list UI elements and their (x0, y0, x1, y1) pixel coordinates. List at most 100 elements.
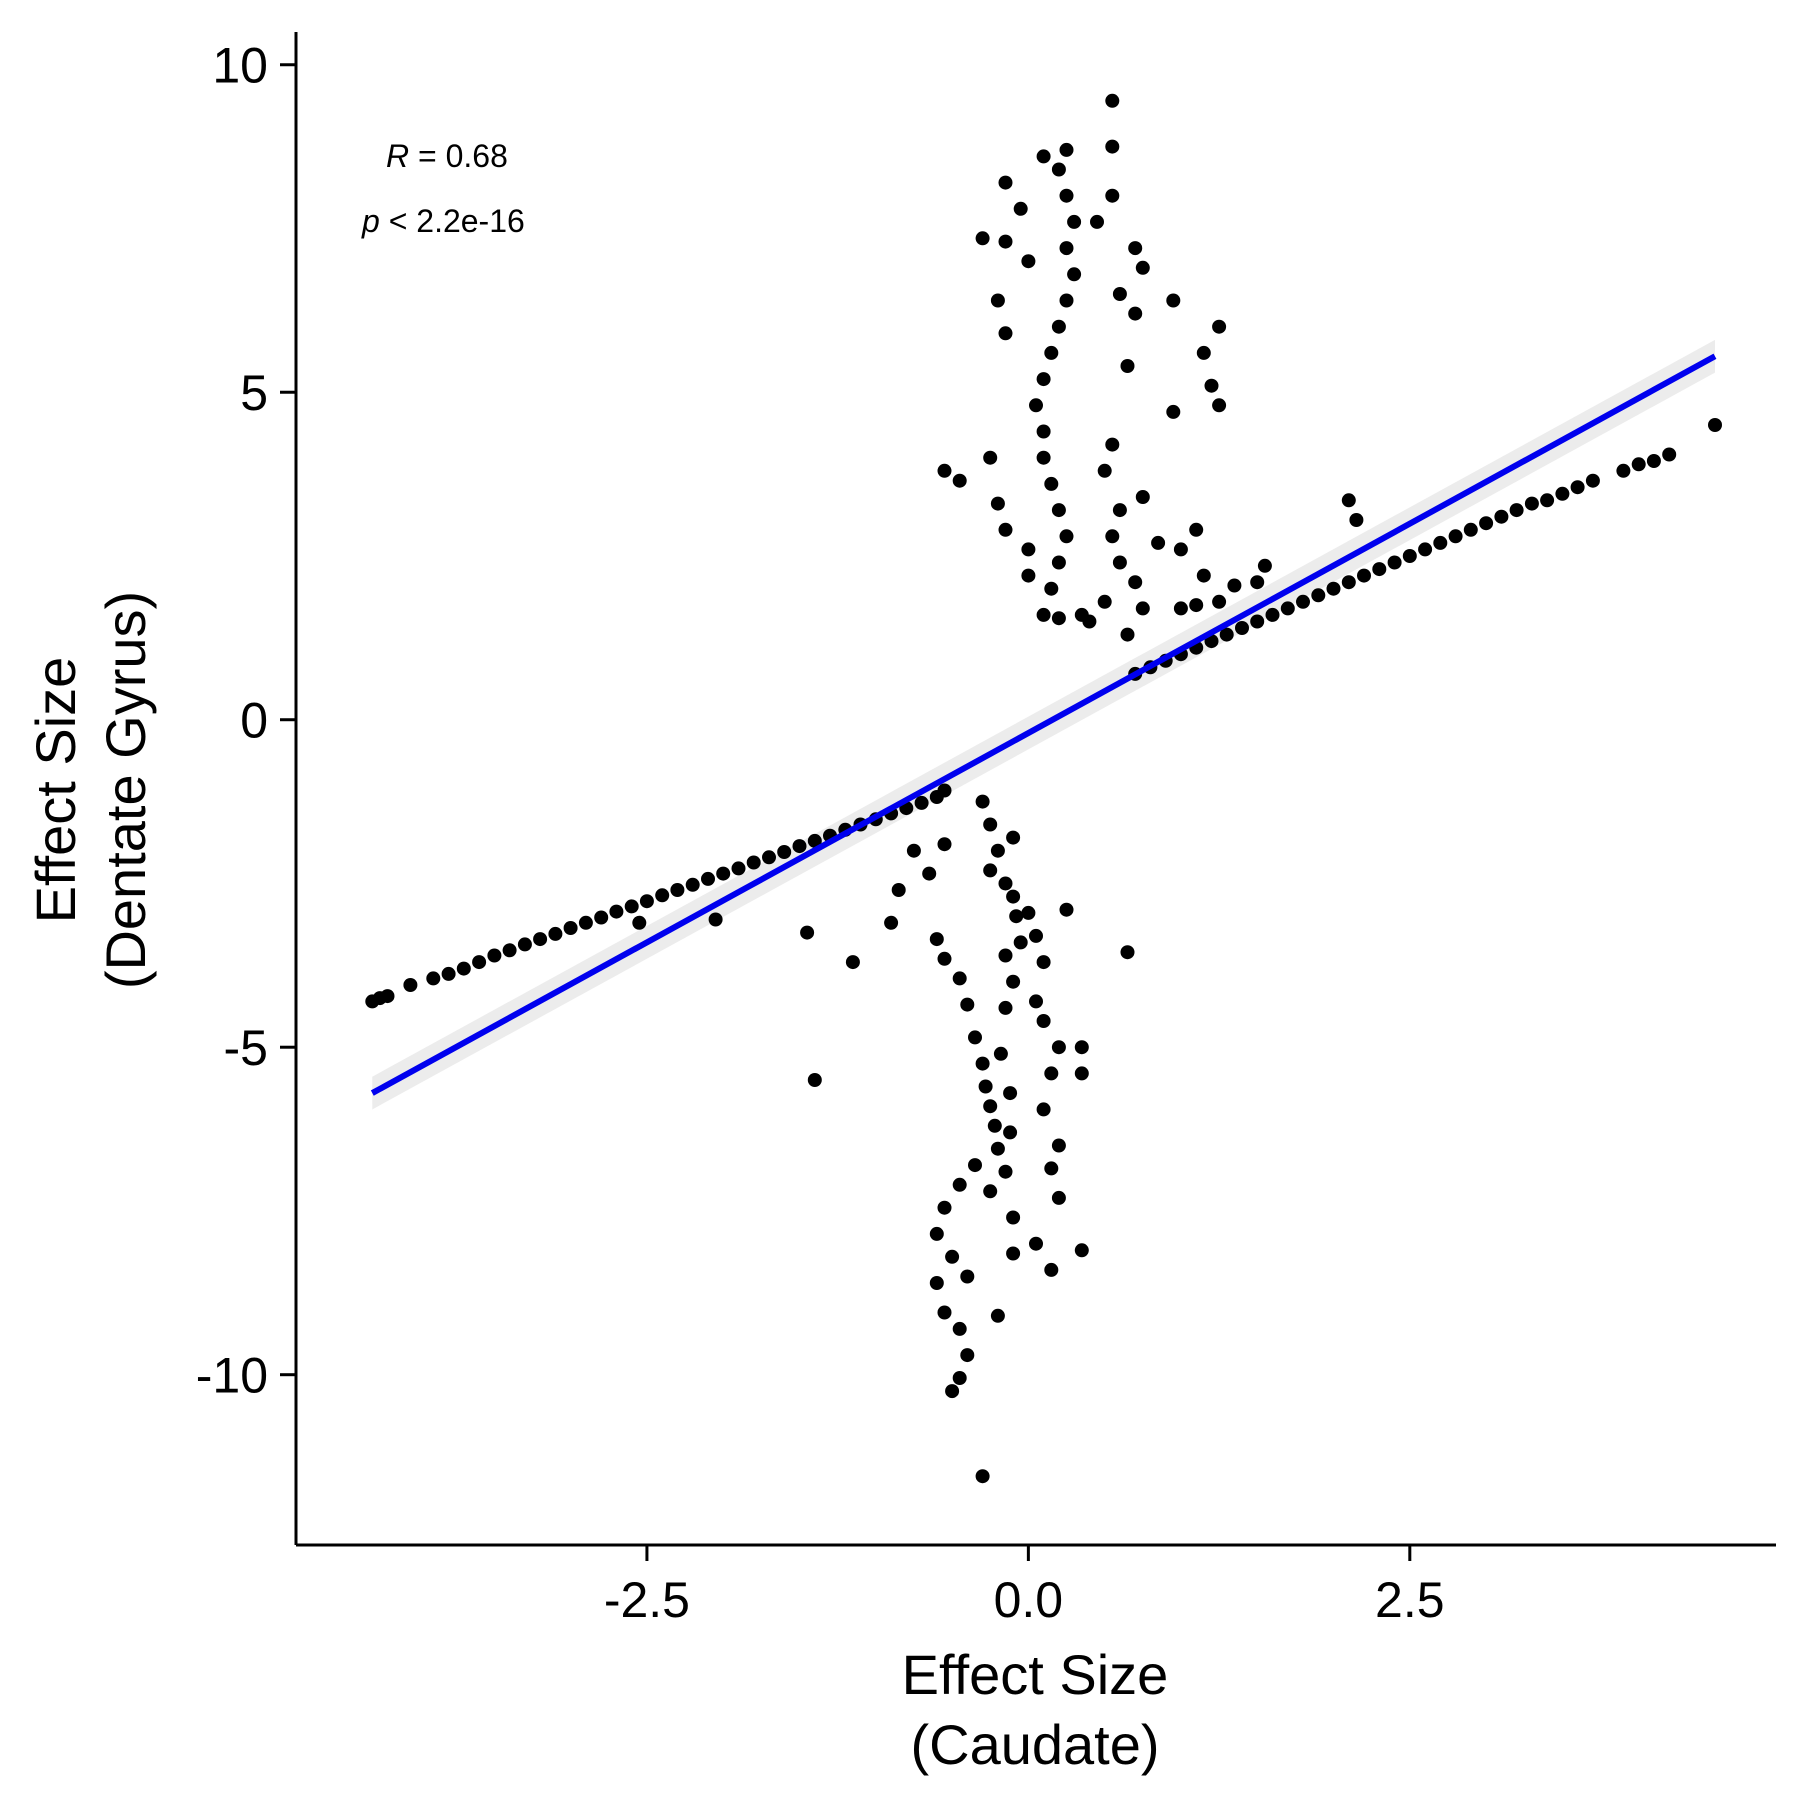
data-point (548, 926, 563, 941)
data-point (708, 912, 723, 927)
data-point (1059, 188, 1074, 203)
data-point (1097, 463, 1112, 478)
data-point (1570, 480, 1585, 495)
data-point (1212, 398, 1227, 413)
data-point (1173, 601, 1188, 616)
data-point (762, 850, 776, 865)
data-point (1120, 359, 1135, 373)
data-point (1044, 1066, 1059, 1081)
y-ticks: -10 -5 0 5 10 (196, 38, 296, 1404)
data-point (1013, 935, 1028, 950)
regression-line (370, 353, 1717, 1096)
data-point (1105, 188, 1120, 203)
data-point (1036, 607, 1051, 622)
data-point (1036, 955, 1051, 970)
data-point (929, 1226, 944, 1241)
data-point (1074, 607, 1089, 622)
data-point (983, 1099, 998, 1114)
data-point (914, 795, 929, 810)
data-point (937, 1305, 952, 1320)
data-point (1013, 201, 1028, 216)
data-point (1105, 139, 1120, 154)
p-annotation: p < 2.2e-16 (361, 203, 525, 239)
data-point (945, 1384, 960, 1399)
data-point (1250, 614, 1265, 629)
data-point (701, 871, 715, 886)
data-point (1296, 594, 1310, 609)
data-point (891, 883, 906, 897)
data-point (1166, 404, 1181, 419)
data-point (380, 989, 395, 1004)
data-point (1128, 575, 1143, 590)
x-axis-title-line1: Effect Size (902, 1643, 1169, 1706)
data-point (1021, 542, 1036, 557)
x-tick-label: 0.0 (994, 1572, 1064, 1628)
data-point (1044, 345, 1059, 360)
data-point (952, 1321, 967, 1336)
data-point (952, 1177, 967, 1192)
data-point (1074, 1243, 1089, 1258)
data-point (1357, 568, 1371, 583)
data-point (884, 915, 899, 930)
data-point (937, 951, 952, 966)
data-point (1524, 496, 1539, 511)
data-point (1662, 447, 1677, 462)
data-point (952, 1371, 967, 1385)
data-point (731, 861, 746, 876)
data-point (1021, 568, 1036, 583)
points-layer (365, 93, 1722, 1484)
data-point (1006, 974, 1021, 989)
data-point (1326, 581, 1341, 596)
data-point (1105, 93, 1120, 108)
data-point (1059, 902, 1074, 917)
data-point (1074, 1066, 1089, 1081)
data-point (563, 921, 578, 935)
r-annotation: R = 0.68 (386, 138, 508, 174)
data-point (1265, 607, 1280, 622)
data-point (983, 1184, 998, 1199)
data-point (639, 894, 654, 909)
data-point (1135, 490, 1150, 504)
data-point (1036, 1102, 1051, 1117)
data-point (1189, 598, 1204, 613)
data-point (1090, 214, 1104, 229)
data-point (1051, 503, 1066, 518)
data-point (1349, 513, 1364, 527)
data-point (1029, 1236, 1043, 1251)
data-point (1006, 1210, 1021, 1225)
data-point (1196, 568, 1211, 583)
y-axis-title-line1: Effect Size (24, 657, 87, 924)
data-point (1257, 558, 1272, 573)
data-point (655, 888, 670, 903)
data-point (1646, 454, 1661, 468)
data-point (1616, 463, 1631, 478)
data-point (1051, 1040, 1066, 1055)
data-point (1509, 503, 1524, 518)
data-point (906, 843, 921, 858)
data-point (1059, 142, 1074, 157)
data-point (1059, 293, 1074, 308)
data-point (1540, 493, 1555, 508)
data-point (1051, 1190, 1066, 1205)
data-point (1029, 928, 1043, 943)
data-point (1433, 535, 1448, 550)
data-point (968, 1158, 982, 1173)
data-point (1166, 293, 1181, 308)
data-point (1051, 555, 1066, 570)
data-point (937, 837, 952, 852)
data-point (1112, 555, 1127, 570)
y-axis-title: Effect Size (Dentate Gyrus) (24, 591, 157, 989)
data-point (952, 971, 967, 986)
data-point (1120, 945, 1135, 960)
data-point (1112, 503, 1127, 518)
data-point (990, 293, 1005, 308)
r-value: = 0.68 (409, 138, 508, 174)
data-point (578, 915, 593, 930)
data-point (922, 866, 937, 881)
data-point (998, 522, 1013, 537)
data-point (990, 843, 1005, 858)
data-point (1044, 581, 1059, 596)
data-point (792, 839, 807, 854)
data-point (1341, 493, 1356, 508)
data-point (1235, 621, 1249, 635)
